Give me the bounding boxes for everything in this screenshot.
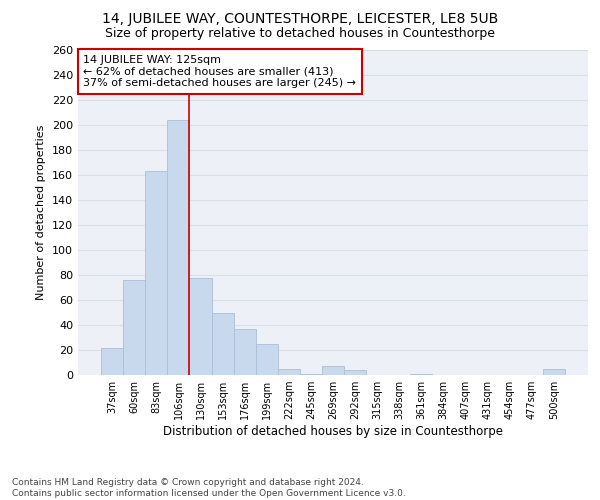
Y-axis label: Number of detached properties: Number of detached properties bbox=[37, 125, 46, 300]
Bar bbox=[256, 344, 278, 375]
Bar bbox=[123, 280, 145, 375]
Bar bbox=[145, 171, 167, 375]
Bar bbox=[322, 366, 344, 375]
Bar bbox=[190, 278, 212, 375]
Text: 14, JUBILEE WAY, COUNTESTHORPE, LEICESTER, LE8 5UB: 14, JUBILEE WAY, COUNTESTHORPE, LEICESTE… bbox=[102, 12, 498, 26]
Bar bbox=[212, 312, 233, 375]
Bar bbox=[543, 369, 565, 375]
Bar bbox=[101, 348, 123, 375]
Text: 14 JUBILEE WAY: 125sqm
← 62% of detached houses are smaller (413)
37% of semi-de: 14 JUBILEE WAY: 125sqm ← 62% of detached… bbox=[83, 55, 356, 88]
Text: Contains HM Land Registry data © Crown copyright and database right 2024.
Contai: Contains HM Land Registry data © Crown c… bbox=[12, 478, 406, 498]
Text: Size of property relative to detached houses in Countesthorpe: Size of property relative to detached ho… bbox=[105, 28, 495, 40]
Bar bbox=[344, 370, 366, 375]
Bar bbox=[278, 369, 300, 375]
Bar bbox=[300, 374, 322, 375]
X-axis label: Distribution of detached houses by size in Countesthorpe: Distribution of detached houses by size … bbox=[163, 425, 503, 438]
Bar bbox=[410, 374, 433, 375]
Bar bbox=[233, 329, 256, 375]
Bar bbox=[167, 120, 190, 375]
